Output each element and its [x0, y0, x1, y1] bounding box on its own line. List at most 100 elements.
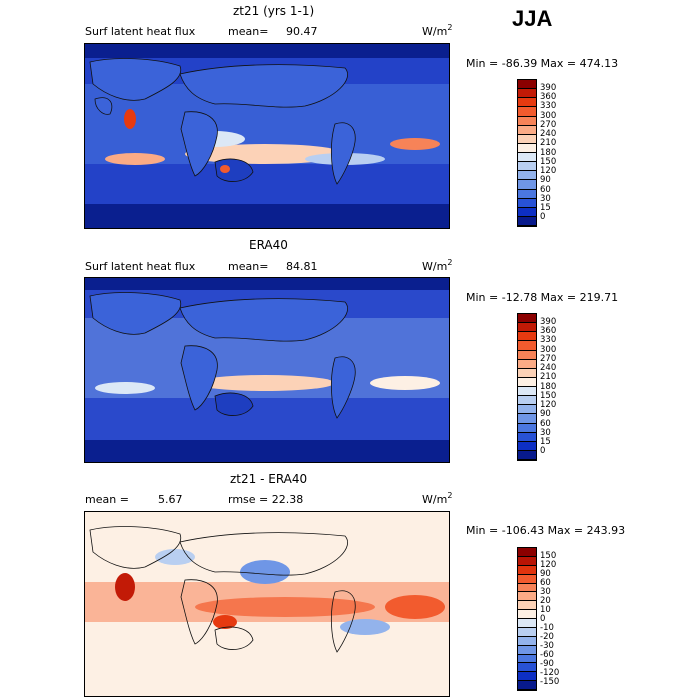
colorbar-level-label: 330 — [540, 335, 557, 346]
colorbar-level-label: 60 — [540, 577, 551, 588]
colorbar-level-label: 15 — [540, 203, 551, 213]
colorbar-cell — [518, 162, 536, 172]
panel1-mean-label: mean= — [228, 25, 269, 38]
colorbar-cell — [518, 414, 536, 424]
colorbar-level-label: -90 — [540, 658, 554, 669]
colorbar-cell — [518, 556, 536, 566]
colorbar-cell — [518, 198, 536, 208]
colorbar-level-label: 210 — [540, 372, 557, 383]
colorbar-cell — [518, 171, 536, 181]
colorbar-level-label: -150 — [540, 676, 560, 687]
colorbar-cell — [518, 583, 536, 593]
colorbar-cell — [518, 405, 536, 415]
colorbar-level-label: 20 — [540, 595, 551, 606]
colorbar-level-label: -120 — [540, 667, 560, 678]
colorbar-level-label: 180 — [540, 147, 557, 158]
colorbar-level-label: -10 — [540, 622, 554, 633]
colorbar-level-label: 10 — [540, 604, 551, 615]
colorbar-cell — [518, 548, 536, 557]
colorbar-cell — [518, 450, 536, 460]
colorbar-cell — [518, 207, 536, 217]
colorbar-cell — [518, 332, 536, 342]
colorbar-level-label: 240 — [540, 363, 557, 373]
colorbar-level-label: 15 — [540, 437, 551, 447]
colorbar-level-label: 240 — [540, 129, 557, 139]
colorbar-level-label: 390 — [540, 82, 557, 93]
colorbar-cell — [518, 216, 536, 226]
colorbar-cell — [518, 441, 536, 451]
panel2-variable-label: Surf latent heat flux — [85, 260, 196, 273]
colorbar-cell — [518, 636, 536, 646]
panel1-minmax: Min = -86.39 Max = 474.13 — [466, 57, 619, 70]
panel1-map — [84, 43, 450, 229]
colorbar-level-label: 330 — [540, 101, 557, 112]
colorbar-level-label: 180 — [540, 381, 557, 392]
colorbar-cell — [518, 627, 536, 637]
colorbar-level-label: 390 — [540, 316, 557, 327]
colorbar-cell — [518, 565, 536, 575]
colorbar-level-label: 300 — [540, 344, 557, 355]
panel3-colorbar-labels: 150 120 90 60 30 20 10 0 -10 -20 -30 -60 -90 -120 -150 — [540, 547, 580, 691]
colorbar-cell — [518, 432, 536, 442]
panel3-mean-value: 5.67 — [158, 493, 183, 506]
colorbar-level-label: 30 — [540, 427, 551, 438]
colorbar-cell — [518, 98, 536, 108]
colorbar-level-label: 60 — [540, 184, 551, 195]
colorbar-cell — [518, 672, 536, 682]
colorbar-level-label: 360 — [540, 92, 557, 102]
panel3-minmax: Min = -106.43 Max = 243.93 — [466, 524, 626, 537]
colorbar-cell — [518, 663, 536, 673]
panel2-colorbar-labels: 390 360 330 300 270 240 210 180 150 120 90 60 30 15 0 — [540, 313, 580, 461]
panel3-coastlines — [89, 526, 356, 653]
colorbar-cell — [518, 396, 536, 406]
panel2-colorbar — [517, 313, 537, 461]
colorbar-level-label: -30 — [540, 640, 554, 651]
colorbar-level-label: 90 — [540, 175, 551, 186]
colorbar-cell — [518, 107, 536, 117]
colorbar-level-label: 60 — [540, 418, 551, 429]
panel1-units: W/m2 — [422, 23, 453, 38]
colorbar-level-label: 90 — [540, 409, 551, 420]
colorbar-cell — [518, 574, 536, 584]
colorbar-cell — [518, 89, 536, 99]
colorbar-level-label: 30 — [540, 193, 551, 204]
panel2-title: ERA40 — [249, 238, 288, 252]
colorbar-level-label: 120 — [540, 166, 557, 176]
colorbar-level-label: 300 — [540, 110, 557, 121]
panel1-mean-value: 90.47 — [286, 25, 318, 38]
panel2-units: W/m2 — [422, 258, 453, 273]
colorbar-cell — [518, 80, 536, 90]
colorbar-level-label: -60 — [540, 649, 554, 660]
colorbar-level-label: 150 — [540, 156, 557, 167]
colorbar-level-label: 90 — [540, 568, 551, 579]
colorbar-cell — [518, 180, 536, 190]
colorbar-cell — [518, 189, 536, 199]
colorbar-cell — [518, 610, 536, 619]
panel3-title: zt21 - ERA40 — [230, 472, 308, 486]
panel2-map — [84, 277, 450, 463]
panel3-units: W/m2 — [422, 491, 453, 506]
colorbar-cell — [518, 654, 536, 664]
colorbar-cell — [518, 134, 536, 144]
colorbar-level-label: 0 — [540, 212, 546, 223]
colorbar-level-label: 210 — [540, 138, 557, 149]
colorbar-cell — [518, 377, 536, 387]
season-label: JJA — [512, 6, 553, 31]
colorbar-level-label: 150 — [540, 550, 557, 561]
colorbar-cell — [518, 125, 536, 135]
colorbar-level-label: 30 — [540, 586, 551, 597]
colorbar-level-label: 360 — [540, 326, 557, 336]
panel1-variable-label: Surf latent heat flux — [85, 25, 196, 38]
panel2-mean-label: mean= — [228, 260, 269, 273]
colorbar-cell — [518, 143, 536, 153]
colorbar-cell — [518, 116, 536, 126]
colorbar-cell — [518, 341, 536, 351]
colorbar-level-label: -20 — [540, 631, 554, 642]
colorbar-cell — [518, 350, 536, 360]
colorbar-level-label: 270 — [540, 353, 557, 364]
colorbar-cell — [518, 645, 536, 655]
panel1-colorbar — [517, 79, 537, 227]
colorbar-level-label: 270 — [540, 119, 557, 130]
colorbar-cell — [518, 423, 536, 433]
colorbar-cell — [518, 368, 536, 378]
